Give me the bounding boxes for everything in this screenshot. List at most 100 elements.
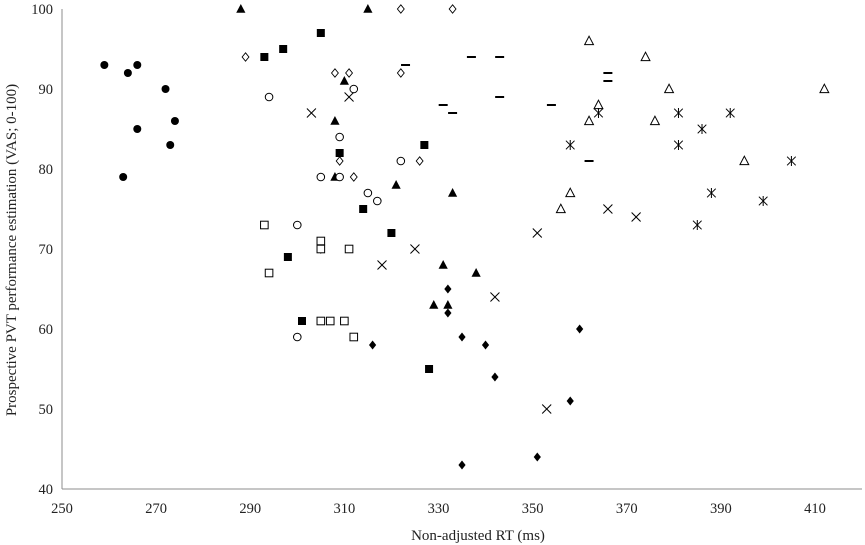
data-point — [335, 149, 344, 157]
data-point — [123, 69, 132, 77]
data-point — [391, 180, 401, 189]
data-point — [396, 68, 405, 78]
y-tick-label: 100 — [31, 2, 53, 18]
data-point — [330, 116, 340, 125]
data-point — [133, 125, 142, 133]
x-tick-label: 350 — [522, 501, 544, 517]
x-tick-label: 390 — [710, 501, 732, 517]
tick-labels: 250 270 290 310 330 350 370 390 410 40 50 60 70 80 90 1… — [31, 2, 826, 517]
data-point — [363, 4, 373, 13]
data-point — [583, 115, 595, 126]
data-point — [316, 236, 326, 246]
data-point — [363, 188, 373, 198]
chart-axes — [61, 9, 862, 490]
data-point — [541, 404, 552, 414]
data-point — [119, 173, 128, 181]
data-point — [330, 68, 339, 78]
data-point — [283, 253, 292, 261]
data-point — [640, 51, 651, 62]
data-point — [533, 452, 541, 462]
data-point — [316, 316, 326, 326]
data-point — [673, 140, 684, 150]
y-tick-label: 40 — [39, 482, 54, 498]
data-point — [583, 35, 595, 46]
data-point — [471, 268, 481, 277]
data-point — [316, 172, 326, 182]
x-tick-label: 310 — [333, 501, 355, 517]
data-point — [292, 332, 302, 342]
data-point — [819, 83, 830, 94]
series-filled-square — [260, 29, 434, 373]
data-point — [396, 4, 405, 14]
data-point — [444, 284, 452, 294]
series-open-circle — [264, 84, 406, 342]
data-point — [325, 316, 335, 326]
data-point — [565, 140, 575, 150]
y-tick-label: 70 — [39, 242, 54, 258]
data-point — [166, 141, 175, 149]
data-point — [663, 83, 675, 94]
data-point — [448, 4, 457, 14]
data-point — [161, 85, 170, 93]
data-point — [345, 68, 354, 78]
data-point — [420, 141, 429, 149]
data-point — [264, 92, 274, 102]
data-point — [100, 61, 109, 69]
data-point — [438, 260, 448, 269]
data-point — [566, 396, 574, 406]
series-open-triangle — [555, 35, 830, 214]
data-point — [298, 317, 306, 325]
data-point — [340, 316, 349, 326]
data-point — [236, 4, 246, 13]
series-filled-diamond — [368, 284, 584, 470]
data-point — [292, 220, 302, 230]
data-point — [458, 332, 466, 342]
series-dash — [401, 56, 613, 162]
data-point — [241, 52, 250, 62]
data-point — [344, 92, 354, 102]
data-point — [786, 156, 797, 166]
data-point — [429, 300, 439, 309]
data-point — [532, 228, 543, 238]
data-point — [447, 188, 458, 197]
data-point — [372, 196, 382, 206]
data-point — [349, 172, 358, 182]
series-asterisk — [565, 108, 797, 230]
x-tick-label: 370 — [616, 501, 638, 517]
data-point — [481, 340, 490, 350]
data-point — [490, 292, 500, 302]
data-point — [279, 45, 288, 53]
data-point — [396, 156, 406, 166]
x-tick-label: 250 — [51, 501, 73, 517]
series-filled-triangle — [236, 4, 481, 309]
data-point — [377, 260, 387, 270]
series-open-diamond — [241, 4, 457, 254]
data-point — [335, 172, 344, 182]
data-point — [565, 187, 576, 198]
data-points — [100, 4, 830, 470]
data-point — [316, 244, 326, 254]
data-point — [316, 29, 325, 37]
y-tick-label: 50 — [39, 402, 54, 418]
data-point — [387, 229, 396, 237]
data-point — [673, 108, 684, 118]
series-open-square — [260, 220, 359, 342]
data-point — [576, 324, 584, 334]
data-point — [410, 244, 420, 254]
data-point — [491, 372, 499, 382]
y-tick-label: 80 — [39, 162, 54, 178]
data-point — [739, 155, 750, 166]
x-tick-label: 270 — [145, 501, 167, 517]
x-axis-label: Non-adjusted RT (ms) — [411, 528, 545, 544]
data-point — [697, 124, 707, 134]
data-point — [631, 212, 641, 222]
data-point — [425, 365, 434, 373]
data-point — [339, 76, 349, 85]
data-point — [725, 108, 735, 118]
data-point — [692, 220, 702, 230]
data-point — [260, 53, 269, 61]
data-point — [443, 300, 453, 309]
y-axis-label: Prospective PVT performance estimation (… — [4, 84, 20, 416]
data-point — [593, 108, 604, 118]
